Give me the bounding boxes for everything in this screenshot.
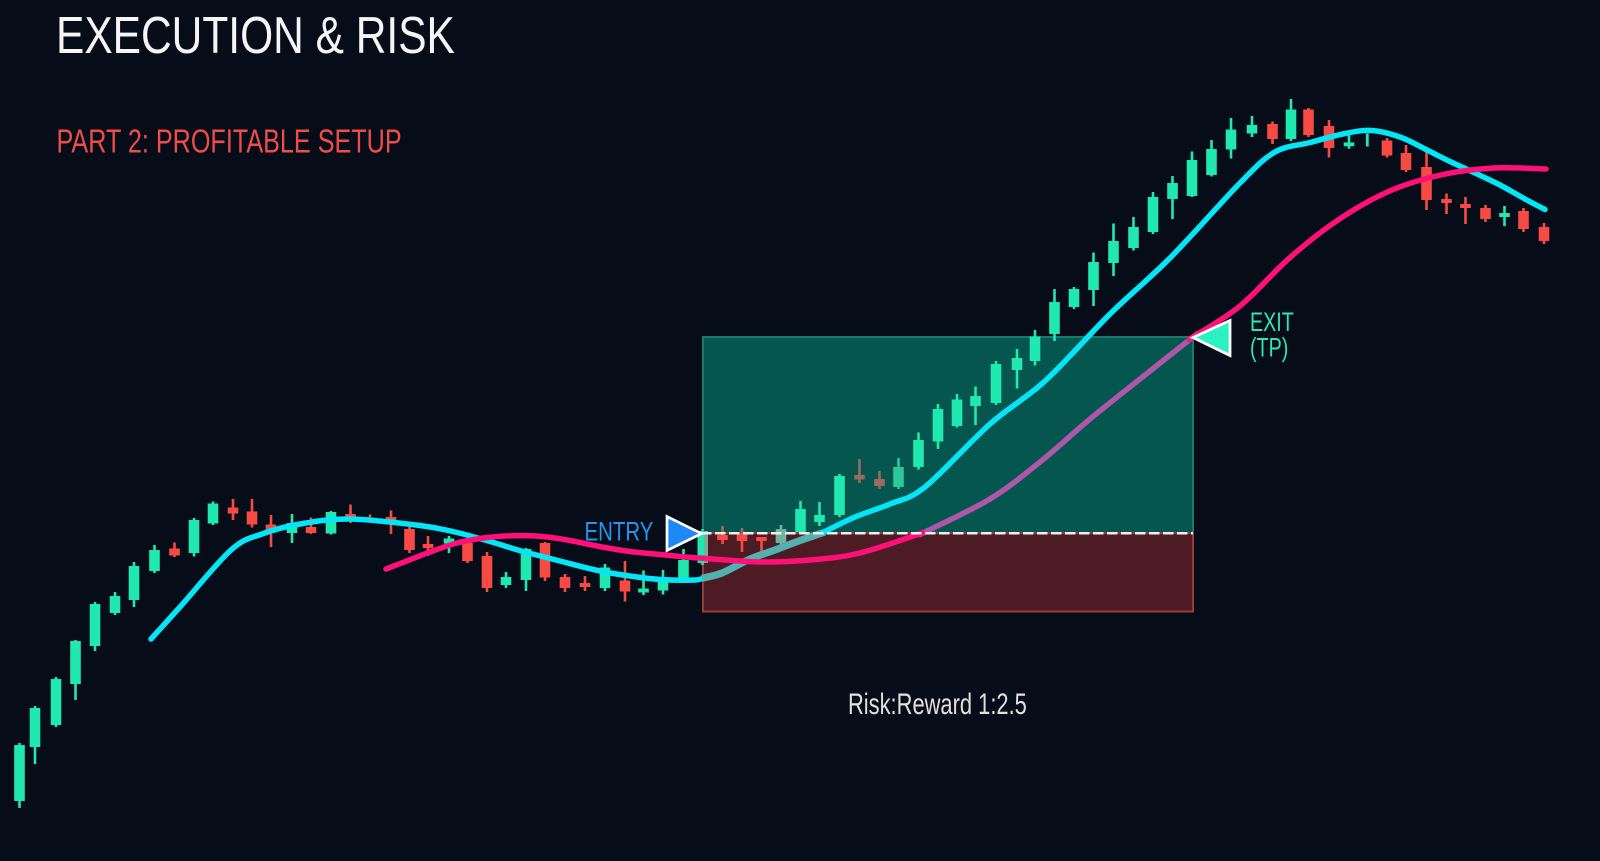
svg-text:PART 2: PROFITABLE SETUP: PART 2: PROFITABLE SETUP (57, 123, 402, 160)
svg-text:EXIT: EXIT (1250, 308, 1294, 338)
svg-text:ENTRY: ENTRY (585, 517, 654, 547)
svg-text:Risk:Reward 1:2.5: Risk:Reward 1:2.5 (848, 687, 1027, 721)
svg-text:(TP): (TP) (1250, 334, 1288, 364)
svg-text:EXECUTION & RISK: EXECUTION & RISK (56, 7, 455, 65)
